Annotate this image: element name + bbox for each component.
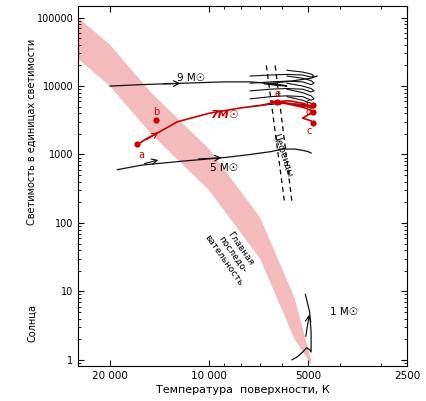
Text: Главная
последо-
вательность: Главная последо- вательность — [203, 221, 262, 288]
Text: e: e — [275, 89, 281, 99]
Text: 7М☉: 7М☉ — [210, 110, 239, 120]
Text: 9 M☉: 9 M☉ — [177, 73, 205, 83]
Text: d: d — [305, 107, 311, 117]
Polygon shape — [78, 18, 311, 365]
Text: c: c — [307, 126, 312, 136]
X-axis label: Температура  поверхности, К: Температура поверхности, К — [156, 385, 330, 395]
Text: f: f — [305, 101, 309, 111]
Text: a: a — [138, 150, 144, 160]
Text: Солнца: Солнца — [27, 304, 37, 342]
Text: b: b — [153, 107, 159, 117]
Text: Светимость в единицах светимости: Светимость в единицах светимости — [27, 39, 37, 225]
Text: Цефеиды: Цефеиды — [271, 132, 294, 178]
Text: 1 M☉: 1 M☉ — [330, 307, 358, 317]
Text: 5 M☉: 5 M☉ — [210, 163, 238, 173]
